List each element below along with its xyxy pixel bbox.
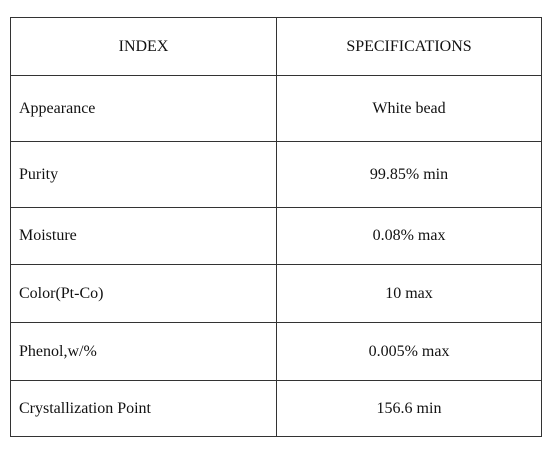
spec-table: INDEX SPECIFICATIONS Appearance White bead P… — [10, 17, 542, 437]
table-row: Color(Pt-Co) 10 max — [10, 264, 542, 323]
index-cell: Crystallization Point — [10, 380, 277, 437]
spec-cell: SPECIFICATIONS — [276, 17, 542, 76]
table-row: Appearance White bead — [10, 75, 542, 142]
table-row: Purity 99.85% min — [10, 141, 542, 208]
table-body: INDEX SPECIFICATIONS Appearance White bead P… — [10, 17, 542, 437]
spec-cell: 0.005% max — [276, 322, 542, 381]
index-cell: INDEX — [10, 17, 277, 76]
spec-cell: 156.6 min — [276, 380, 542, 437]
table-row: Phenol,w/% 0.005% max — [10, 322, 542, 381]
index-cell: Phenol,w/% — [10, 322, 277, 381]
index-cell: Moisture — [10, 207, 277, 265]
table-row: Crystallization Point 156.6 min — [10, 380, 542, 437]
header-row: INDEX SPECIFICATIONS — [10, 17, 542, 76]
table-row: Moisture 0.08% max — [10, 207, 542, 265]
index-cell: Purity — [10, 141, 277, 208]
index-cell: Color(Pt-Co) — [10, 264, 277, 323]
index-cell: Appearance — [10, 75, 277, 142]
spec-cell: 10 max — [276, 264, 542, 323]
spec-cell: 0.08% max — [276, 207, 542, 265]
spec-cell: White bead — [276, 75, 542, 142]
spec-cell: 99.85% min — [276, 141, 542, 208]
